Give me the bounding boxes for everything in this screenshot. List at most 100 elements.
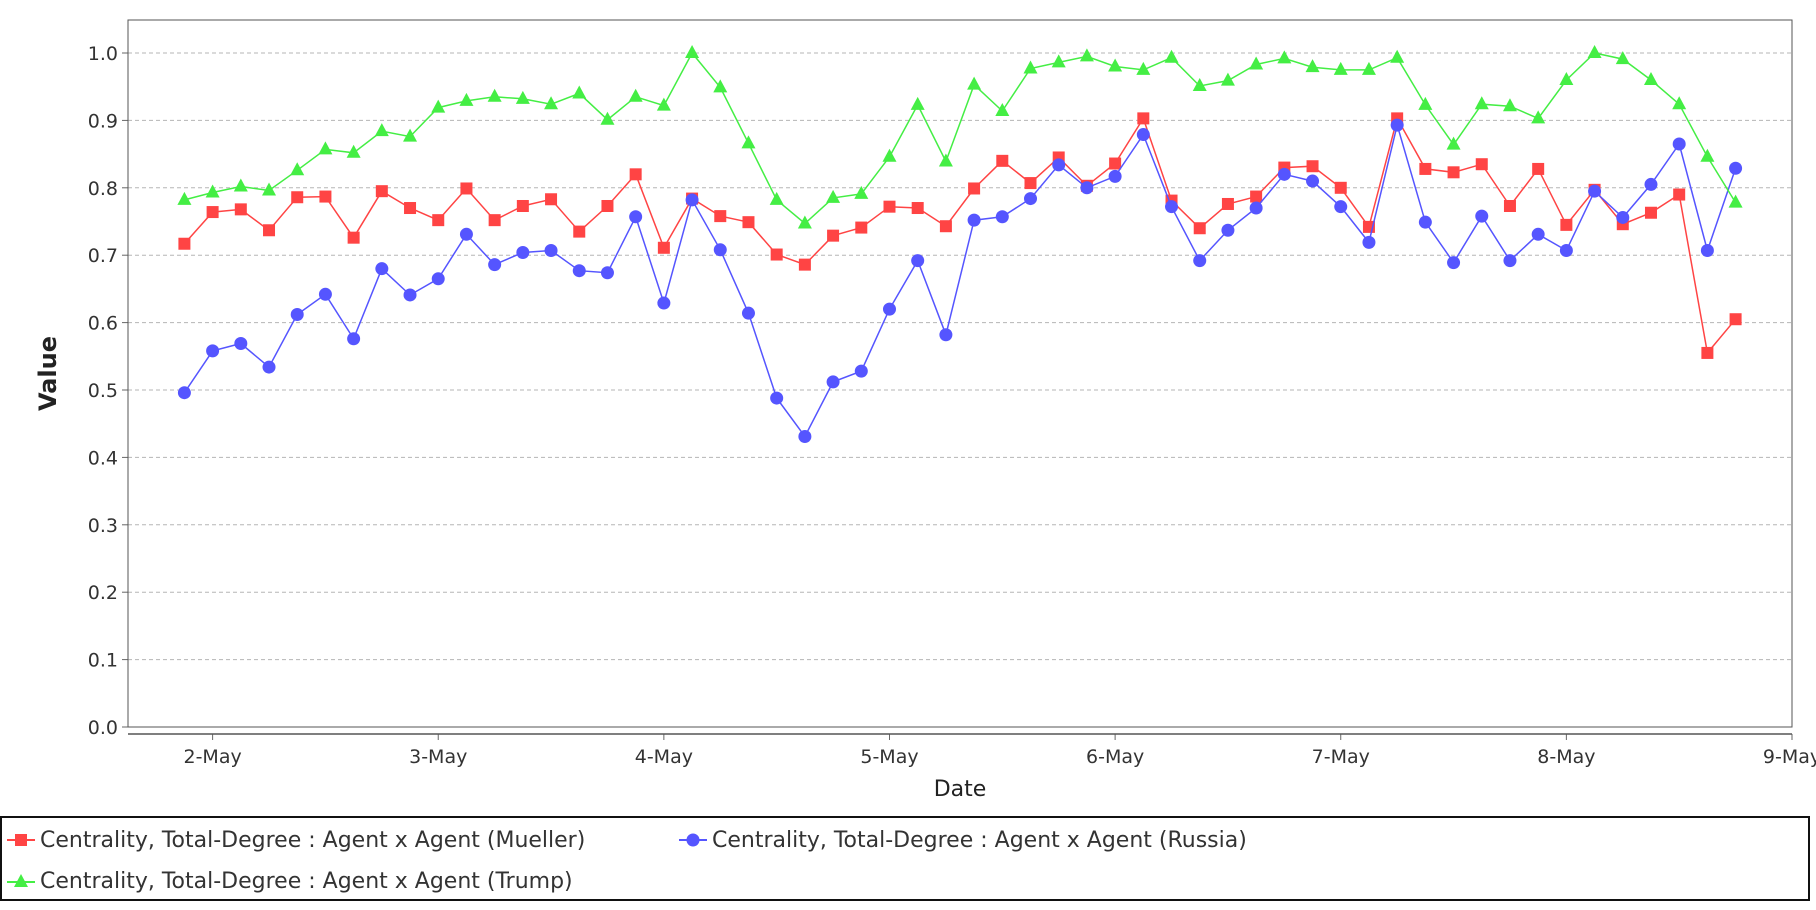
data-point-triangle bbox=[1192, 78, 1207, 92]
x-tick-label: 8-May bbox=[1537, 746, 1595, 768]
y-tick-label: 0.6 bbox=[88, 313, 118, 335]
data-point-triangle bbox=[572, 85, 587, 99]
x-tick-label: 4-May bbox=[635, 746, 693, 768]
data-point-square bbox=[573, 225, 586, 238]
data-point-square bbox=[629, 168, 642, 181]
data-point-triangle bbox=[882, 148, 897, 162]
data-point-triangle bbox=[1277, 50, 1292, 64]
data-point-circle bbox=[1080, 181, 1094, 195]
data-point-square bbox=[1306, 160, 1319, 173]
data-point-circle bbox=[1559, 243, 1573, 257]
data-point-circle bbox=[854, 364, 868, 378]
legend-item-mueller[interactable]: Centrality, Total-Degree : Agent x Agent… bbox=[6, 820, 585, 860]
data-point-square bbox=[1109, 157, 1122, 170]
data-point-triangle bbox=[1333, 61, 1348, 75]
y-tick-label: 0.3 bbox=[88, 515, 118, 537]
data-point-circle bbox=[911, 254, 925, 268]
data-point-circle bbox=[1052, 158, 1066, 172]
data-point-square bbox=[883, 200, 896, 213]
data-point-square bbox=[770, 248, 783, 261]
data-point-triangle bbox=[741, 135, 756, 149]
data-point-triangle bbox=[1079, 48, 1094, 62]
data-point-circle bbox=[1277, 167, 1291, 181]
axes: 0.0 0.1 0.2 0.3 0.4 0.5 0.6 0.7 0.8 0.9 1.0 2-May 3-… bbox=[88, 19, 1816, 768]
data-point-circle bbox=[544, 243, 558, 257]
data-point-square bbox=[798, 258, 811, 271]
data-point-triangle bbox=[205, 184, 220, 198]
data-point-square bbox=[319, 190, 332, 203]
data-point-triangle bbox=[1559, 71, 1574, 85]
data-point-square bbox=[1701, 346, 1714, 359]
data-point-circle bbox=[1108, 169, 1122, 183]
data-point-circle bbox=[347, 332, 361, 346]
data-point-triangle bbox=[1643, 71, 1658, 85]
data-point-square bbox=[460, 182, 473, 195]
y-tick-label: 0.4 bbox=[88, 447, 118, 469]
data-point-circle bbox=[826, 375, 840, 389]
data-point-circle bbox=[1193, 254, 1207, 268]
data-point-triangle bbox=[826, 189, 841, 203]
data-point-circle bbox=[262, 360, 276, 374]
data-point-triangle bbox=[797, 215, 812, 229]
data-point-triangle bbox=[854, 185, 869, 199]
data-point-triangle bbox=[1390, 49, 1405, 63]
data-point-square bbox=[968, 182, 981, 195]
data-point-square bbox=[545, 193, 558, 206]
legend-swatch-triangle bbox=[7, 874, 35, 887]
data-point-triangle bbox=[177, 191, 192, 205]
data-point-circle bbox=[741, 306, 755, 320]
y-tick-label: 0.8 bbox=[88, 178, 118, 200]
data-point-circle bbox=[1334, 200, 1348, 214]
data-point-circle bbox=[1616, 210, 1630, 224]
x-tick-label: 5-May bbox=[860, 746, 918, 768]
data-point-circle bbox=[1475, 209, 1489, 223]
data-point-square bbox=[432, 214, 445, 227]
data-point-square bbox=[827, 229, 840, 242]
legend-item-trump[interactable]: Centrality, Total-Degree : Agent x Agent… bbox=[6, 861, 573, 901]
data-point-triangle bbox=[290, 162, 305, 176]
data-point-square bbox=[1503, 199, 1516, 212]
series-1 bbox=[177, 118, 1743, 444]
data-point-triangle bbox=[600, 111, 615, 125]
data-point-triangle bbox=[967, 76, 982, 90]
data-point-square bbox=[488, 214, 501, 227]
data-point-circle bbox=[206, 344, 220, 358]
data-point-square bbox=[601, 199, 614, 212]
data-point-circle bbox=[1221, 223, 1235, 237]
data-point-circle bbox=[1249, 201, 1263, 215]
data-point-triangle bbox=[1164, 49, 1179, 63]
data-point-triangle bbox=[431, 99, 446, 113]
data-point-triangle bbox=[1108, 58, 1123, 72]
data-point-triangle bbox=[1502, 98, 1517, 112]
data-point-square bbox=[291, 191, 304, 204]
data-point-square bbox=[1137, 112, 1150, 125]
data-point-square bbox=[911, 202, 924, 215]
legend-label: Centrality, Total-Degree : Agent x Agent… bbox=[40, 827, 586, 853]
data-point-square bbox=[234, 203, 247, 216]
data-point-square bbox=[1334, 181, 1347, 194]
data-point-triangle bbox=[374, 123, 389, 137]
x-tick-label: 3-May bbox=[409, 746, 467, 768]
data-point-circle bbox=[488, 258, 502, 272]
data-point-square bbox=[263, 224, 276, 237]
y-tick-label: 0.9 bbox=[88, 110, 118, 132]
data-point-circle bbox=[1588, 184, 1602, 198]
data-point-triangle bbox=[346, 144, 361, 158]
data-point-circle bbox=[1136, 128, 1150, 142]
data-point-triangle bbox=[487, 88, 502, 102]
data-point-circle bbox=[1672, 137, 1686, 151]
data-point-circle bbox=[572, 264, 586, 278]
data-point-triangle bbox=[459, 92, 474, 106]
data-point-circle bbox=[629, 210, 643, 224]
data-point-circle bbox=[1418, 215, 1432, 229]
legend: Centrality, Total-Degree : Agent x Agent… bbox=[0, 816, 1810, 901]
data-point-triangle bbox=[1305, 59, 1320, 73]
data-point-triangle bbox=[318, 141, 333, 155]
data-point-circle bbox=[403, 288, 417, 302]
series-line bbox=[183, 122, 1737, 438]
data-point-triangle bbox=[233, 178, 248, 192]
data-point-triangle bbox=[1700, 148, 1715, 162]
legend-item-russia[interactable]: Centrality, Total-Degree : Agent x Agent… bbox=[678, 820, 1247, 860]
data-point-square bbox=[1532, 162, 1545, 175]
